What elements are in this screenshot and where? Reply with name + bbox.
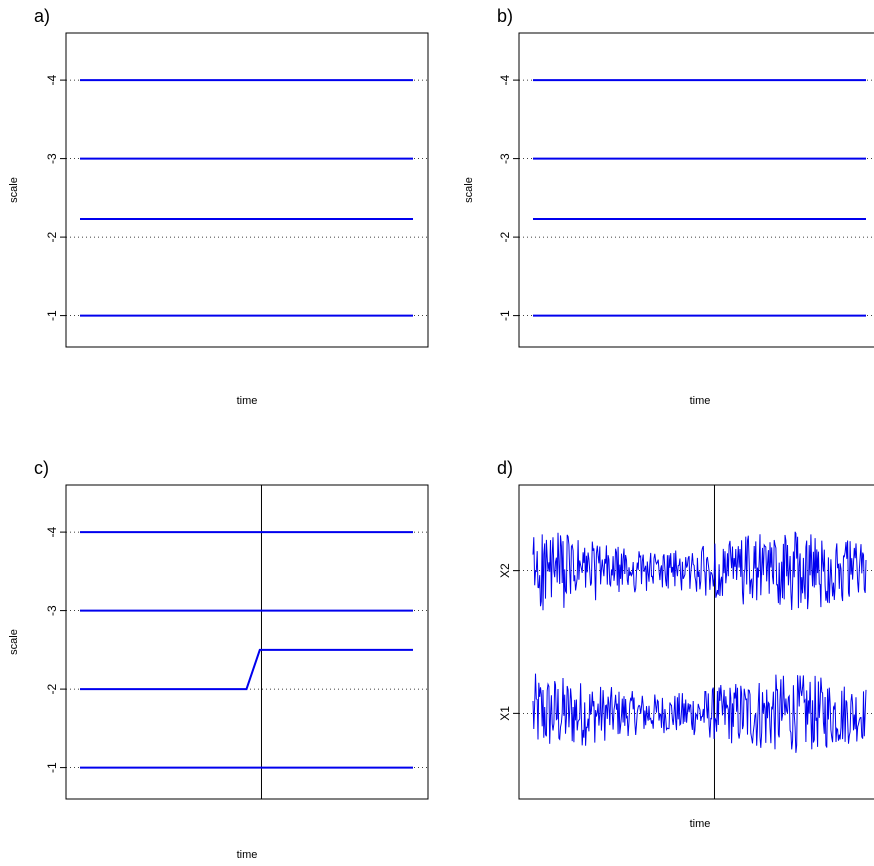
panel-c-label: c)	[34, 458, 49, 478]
panel-c-frame	[65, 484, 429, 800]
series-x1	[532, 673, 867, 753]
y-tick-label: -3	[498, 153, 512, 164]
panel-b-frame	[518, 32, 874, 348]
y-tick-label: -1	[498, 310, 512, 321]
panel-b-label: b)	[497, 6, 513, 26]
y-tick-label: -4	[45, 526, 59, 537]
panel-a: a) time scale -1 -2 -3 -4	[8, 6, 429, 407]
panel-b-xlabel: time	[690, 395, 711, 407]
panel-a-label: a)	[34, 6, 50, 26]
panel-d-label: d)	[497, 458, 513, 478]
y-tick-label: -2	[498, 231, 512, 242]
y-tick-label: -1	[45, 762, 59, 773]
scale-series-line	[80, 648, 413, 691]
panel-d: d) time X1 X2	[497, 458, 874, 830]
y-tick-label: -3	[45, 605, 59, 616]
series-x2	[532, 531, 867, 611]
panel-a-frame	[65, 32, 429, 348]
panel-c: c) time scale -1 -2 -3 -4	[8, 458, 429, 861]
panel-d-frame	[518, 484, 874, 800]
y-tick-label: -4	[45, 74, 59, 85]
panel-a-xlabel: time	[237, 395, 258, 407]
y-tick-label: X1	[498, 706, 512, 721]
panel-d-xlabel: time	[690, 818, 711, 830]
panel-b: b) time scale -1 -2 -3 -4	[463, 6, 874, 407]
panel-c-ylabel: scale	[8, 629, 20, 655]
y-tick-label: X2	[498, 563, 512, 578]
panel-c-xlabel: time	[237, 849, 258, 861]
panel-a-ylabel: scale	[8, 177, 20, 203]
y-tick-label: -1	[45, 310, 59, 321]
y-tick-label: -2	[45, 683, 59, 694]
y-tick-label: -3	[45, 153, 59, 164]
panel-b-ylabel: scale	[463, 177, 475, 203]
y-tick-label: -4	[498, 74, 512, 85]
y-tick-label: -2	[45, 231, 59, 242]
